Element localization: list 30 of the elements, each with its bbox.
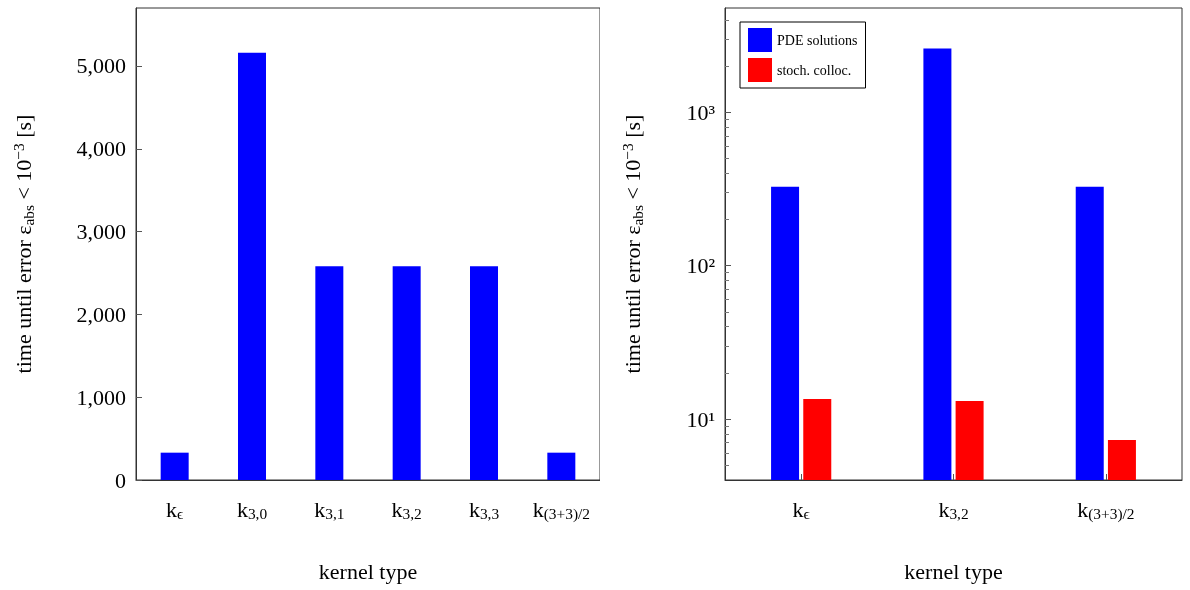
x-tick-label: k3,2	[391, 496, 422, 522]
bar	[470, 266, 498, 480]
x-tick-label: k3,0	[236, 496, 268, 522]
x-tick-label: k(3+3)/2	[532, 496, 590, 523]
bar	[160, 452, 189, 480]
x-tick-label: kϵ	[166, 496, 184, 522]
y-tick-label: 10³	[686, 99, 716, 125]
bar	[238, 52, 266, 480]
y-tick-label: 5,000	[76, 53, 126, 79]
y-tick-label: 10²	[686, 253, 716, 279]
x-tick-label: kϵ	[792, 496, 810, 522]
bar	[392, 266, 421, 480]
x-axis-title: kernel type	[318, 558, 418, 584]
y-tick-label: 3,000	[76, 219, 126, 245]
bar	[547, 452, 576, 480]
y-tick-label: 10¹	[686, 406, 715, 432]
y-axis-title: time until error εabs < 10−3 [s]	[10, 114, 37, 374]
bar	[315, 266, 344, 480]
x-tick-label: k3,2	[938, 496, 969, 522]
y-tick-label: 2,000	[76, 301, 126, 327]
y-tick-label: 1,000	[76, 384, 126, 410]
y-axis-title: time until error εabs < 10−3 [s]	[619, 114, 646, 374]
x-axis-title: kernel type	[904, 558, 1003, 584]
x-tick-label: k(3+3)/2	[1077, 496, 1135, 523]
x-tick-label: k3,3	[468, 496, 500, 522]
legend-label: PDE solutions	[777, 32, 858, 48]
x-tick-label: k3,1	[314, 496, 345, 522]
y-tick-label: 4,000	[76, 136, 126, 162]
legend-label: stoch. colloc.	[777, 62, 852, 78]
y-tick-label: 0	[115, 467, 126, 493]
